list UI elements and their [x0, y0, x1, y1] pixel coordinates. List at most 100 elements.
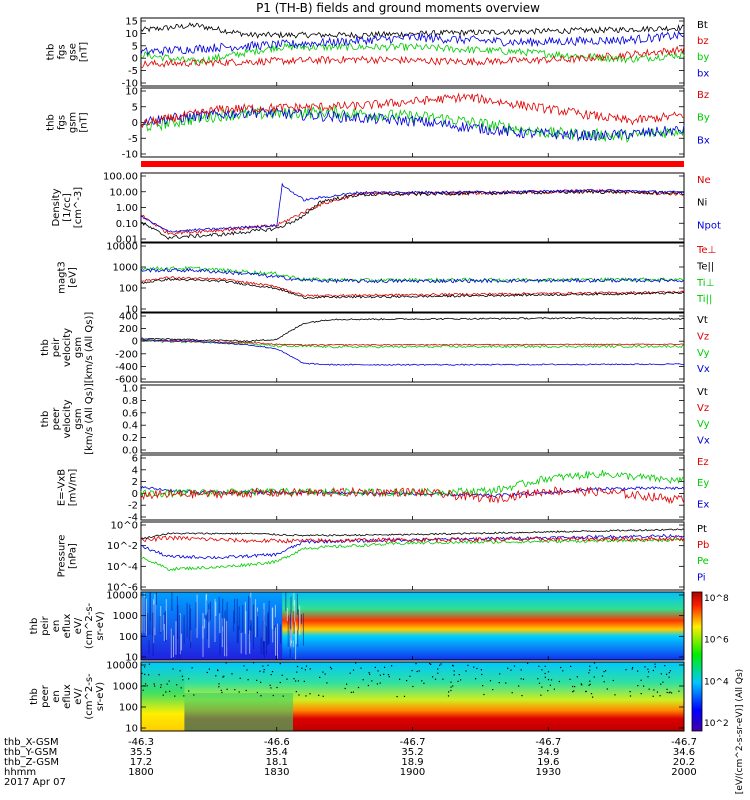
peer-dot	[148, 674, 150, 676]
peer-dot	[541, 686, 543, 688]
peer-dot	[269, 684, 271, 686]
peir-noise-streak	[234, 598, 236, 624]
peer-dot	[293, 678, 295, 680]
x-row-value: 34.9	[537, 747, 559, 758]
y-tick-label: 0.6	[122, 408, 138, 419]
peer-dot	[518, 685, 520, 687]
legend-Ni: Ni	[697, 198, 707, 209]
peer-dot	[589, 680, 591, 682]
legend-Ti||: Ti||	[696, 294, 712, 305]
panel-bar	[141, 161, 684, 167]
y-tick-label: 10^-2	[107, 541, 138, 552]
peir-noise-streak	[280, 624, 282, 644]
peer-dot	[632, 667, 634, 669]
panel-fgs-gsm: 10 5 0 -5 -10 thb fgs gsm [nT] Bz By Bx	[46, 87, 710, 161]
peer-dot	[434, 678, 437, 680]
y-tick-label: -600	[115, 375, 138, 386]
peer-dot	[421, 680, 423, 682]
y-tick-label: 0.0	[122, 446, 138, 457]
peer-dot	[263, 671, 265, 673]
peer-dot	[162, 694, 164, 696]
peer-dot	[511, 692, 513, 694]
legend-Pe: Pe	[697, 556, 709, 567]
peer-dot	[631, 668, 633, 670]
series-Pi	[140, 533, 685, 560]
y-tick-label: 200	[119, 324, 138, 335]
peer-dot	[352, 669, 355, 671]
peer-dot	[589, 665, 591, 667]
peir-noise-streak	[293, 592, 295, 611]
peer-dot	[412, 685, 414, 688]
peer-dot	[295, 680, 297, 682]
peir-noise-streak	[219, 614, 221, 656]
peer-dot	[507, 667, 509, 669]
peir-noise-streak	[263, 603, 265, 642]
peir-noise-streak	[148, 639, 150, 654]
peir-noise-streak	[222, 598, 224, 627]
peir-noise-streak	[240, 632, 242, 654]
panel-pressure: 10^0 10^-2 10^-4 10^-6 Pressure [nPa] Pt Pb Pe Pi	[57, 521, 710, 594]
y-axis-label: peir	[40, 615, 51, 635]
y-tick-label: 10^-6	[107, 583, 138, 594]
series-Vx	[140, 338, 685, 366]
y-tick-label: 4	[132, 465, 138, 476]
peer-dot	[247, 679, 249, 681]
y-axis-label: [1/cc]	[62, 193, 73, 222]
panel-peir-spec: 10000 1000 100 10 thb peir en eflux eV/(cm^2-s-s…	[29, 591, 685, 664]
y-tick-label: 0.2	[122, 433, 138, 444]
y-axis-label: gsm	[73, 337, 84, 358]
peer-dot	[403, 695, 406, 697]
peer-dot	[326, 682, 328, 684]
peer-dot	[371, 680, 373, 682]
y-tick-label: 10^0	[111, 521, 138, 532]
legend-Pb: Pb	[697, 540, 709, 551]
peer-dot	[286, 678, 288, 680]
peer-dot	[453, 670, 455, 672]
peer-dot	[304, 669, 306, 671]
peer-dot	[296, 665, 299, 668]
peer-dot	[590, 693, 593, 695]
peer-dot	[188, 690, 190, 692]
peer-dot	[218, 686, 220, 688]
peer-dot	[141, 672, 143, 674]
peir-noise-streak	[175, 621, 177, 655]
peer-dot	[480, 669, 482, 671]
peer-dot	[453, 674, 455, 676]
peer-dot	[576, 676, 578, 678]
peer-dot	[169, 690, 171, 692]
peer-dot	[450, 686, 452, 688]
peir-noise-streak	[176, 596, 178, 640]
peir-noise-streak	[286, 607, 288, 622]
series-Ni	[140, 189, 685, 240]
peer-dot	[605, 670, 607, 672]
y-tick-label: 10	[125, 87, 138, 98]
peir-noise-streak	[274, 604, 276, 618]
peir-noise-streak	[266, 626, 267, 655]
peer-dot	[322, 695, 324, 697]
peir-noise-streak	[221, 618, 223, 648]
peer-dot	[648, 688, 650, 690]
peir-noise-streak	[296, 593, 298, 615]
peir-noise-streak	[149, 592, 151, 622]
peer-dot	[305, 665, 308, 667]
y-axis-label: [nT]	[79, 112, 90, 132]
peer-dot	[193, 694, 195, 696]
legend-Ey: Ey	[697, 478, 709, 489]
peer-dot	[492, 689, 494, 691]
peir-noise-streak	[165, 599, 167, 640]
y-tick-label: 10	[125, 724, 138, 735]
y-axis-label: velocity	[62, 399, 73, 438]
y-axis-label: sr-eV)	[95, 682, 106, 711]
peer-dot	[589, 669, 591, 671]
x-row-value: 2000	[671, 767, 696, 778]
series-Ez	[140, 486, 685, 505]
peer-dot	[550, 679, 553, 681]
legend-Te⊥: Te⊥	[696, 245, 716, 256]
peir-noise-streak	[242, 605, 244, 633]
peer-dot	[349, 672, 351, 674]
peer-dot	[637, 670, 639, 672]
peer-dot	[614, 694, 616, 696]
peer-dot	[450, 689, 452, 692]
